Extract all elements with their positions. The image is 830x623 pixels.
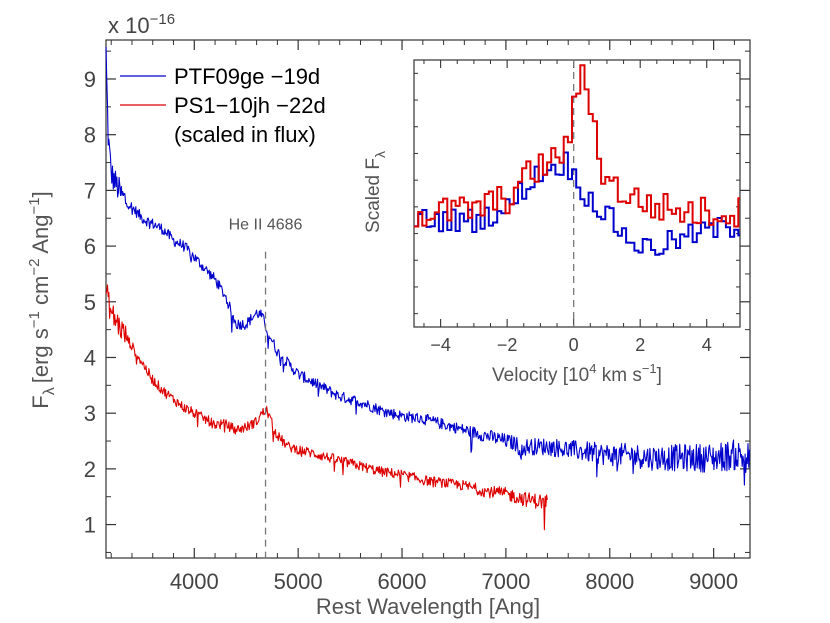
main-y-tick-label: 9 — [84, 67, 96, 92]
inset-x-tick-label: −2 — [497, 335, 518, 355]
main-x-tick-label: 4000 — [170, 569, 219, 594]
y-label-close: ] — [28, 191, 53, 197]
main-ticks: 4000 5000 6000 7000 8000 9000 1 2 3 4 5 6 7 8 9 — [84, 40, 750, 594]
inset-series-group — [414, 64, 740, 256]
inset-y-label-main: Scaled F — [363, 158, 384, 233]
inset-x-tick-label: 2 — [635, 335, 645, 355]
main-x-tick-label: 5000 — [274, 569, 323, 594]
scale-factor-label: x 10−16 — [108, 11, 175, 38]
main-series-line-1 — [105, 284, 548, 531]
inset-x-tick-label: 0 — [569, 335, 579, 355]
legend-note: (scaled in flux) — [174, 122, 316, 147]
main-y-axis-label: Fλ[erg s−1 cm−2 Ang−1] — [26, 191, 58, 408]
main-x-tick-label: 8000 — [585, 569, 634, 594]
main-x-tick-label: 6000 — [378, 569, 427, 594]
inset-y-axis-label: Scaled Fλ — [363, 151, 388, 233]
main-y-tick-label: 1 — [84, 513, 96, 538]
legend-label-ptf09ge: PTF09ge −19d — [174, 64, 320, 89]
inset-series-line-1 — [414, 64, 740, 228]
inset-plot-frame — [413, 59, 741, 328]
main-y-tick-label: 8 — [84, 123, 96, 148]
inset-x-axis-label: Velocity [104 km s−1] — [492, 361, 662, 386]
inset-x-tick-label: 4 — [702, 335, 712, 355]
inset-y-label-sub: λ — [372, 151, 388, 158]
scale-prefix: x 10 — [108, 13, 150, 38]
main-y-tick-label: 6 — [84, 234, 96, 259]
y-label-exp2: −2 — [26, 259, 43, 276]
main-y-tick-label: 7 — [84, 178, 96, 203]
inset-background — [412, 58, 740, 328]
inset-x-label-close: ] — [657, 365, 662, 386]
main-plot-frame — [105, 39, 751, 559]
y-label-units-end: Ang — [28, 215, 53, 259]
y-label-units-mid: cm — [28, 276, 53, 311]
inset-x-label-text: Velocity [10 — [492, 365, 589, 386]
inset-x-label-mid: km s — [596, 365, 641, 386]
scale-exponent: −16 — [150, 11, 175, 28]
main-series-group — [105, 46, 751, 531]
inset-x-label-exp: 4 — [589, 361, 596, 376]
y-label-units: [erg s — [28, 328, 53, 383]
main-series-line-0 — [105, 46, 751, 486]
y-label-main: F — [28, 395, 53, 408]
inset-x-label-exp2: −1 — [642, 361, 657, 376]
y-label-sub: λ — [41, 387, 58, 395]
legend-label-ps1: PS1−10jh −22d — [174, 93, 326, 118]
main-y-tick-label: 5 — [84, 290, 96, 315]
main-y-tick-label: 4 — [84, 345, 96, 370]
main-x-axis-label: Rest Wavelength [Ang] — [316, 594, 540, 619]
main-x-tick-label: 9000 — [689, 569, 738, 594]
inset-ticks: −4 −2 0 2 4 — [414, 60, 740, 355]
legend: PTF09ge −19d PS1−10jh −22d (scaled in fl… — [120, 64, 326, 147]
y-label-exp1: −1 — [26, 311, 43, 328]
main-y-tick-label: 2 — [84, 457, 96, 482]
main-x-tick-label: 7000 — [481, 569, 530, 594]
he-ii-annotation: He II 4686 — [229, 216, 303, 233]
inset-x-tick-label: −4 — [430, 335, 451, 355]
main-y-tick-label: 3 — [84, 401, 96, 426]
y-label-exp3: −1 — [26, 197, 43, 214]
